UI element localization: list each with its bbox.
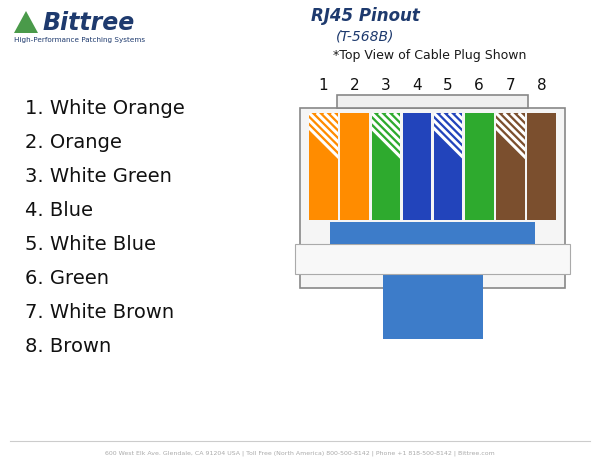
Bar [383, 275, 482, 339]
Bar [340, 114, 369, 220]
Text: 1. White Orange: 1. White Orange [25, 99, 185, 118]
Text: 2. Orange: 2. Orange [25, 133, 122, 152]
Text: 600 West Elk Ave. Glendale, CA 91204 USA | Toll Free (North America) 800-500-814: 600 West Elk Ave. Glendale, CA 91204 USA… [105, 449, 495, 455]
Bar [295, 244, 570, 275]
Bar [434, 114, 463, 220]
Bar [309, 114, 338, 220]
Text: 6: 6 [475, 78, 484, 94]
Bar [496, 114, 524, 220]
Text: Bittree: Bittree [42, 11, 134, 35]
Text: 2: 2 [350, 78, 359, 94]
Text: 5: 5 [443, 78, 453, 94]
Text: 8: 8 [536, 78, 546, 94]
Bar [309, 114, 338, 220]
Text: 3: 3 [381, 78, 391, 94]
Text: 7: 7 [506, 78, 515, 94]
Text: (T-568B): (T-568B) [336, 29, 394, 43]
Bar [434, 114, 463, 220]
Text: High-Performance Patching Systems: High-Performance Patching Systems [14, 37, 145, 43]
Text: 7. White Brown: 7. White Brown [25, 303, 174, 322]
Text: 5. White Blue: 5. White Blue [25, 235, 156, 254]
Text: 4. Blue: 4. Blue [25, 201, 93, 220]
Bar [371, 114, 400, 220]
Text: 4: 4 [412, 78, 422, 94]
Text: 6. Green: 6. Green [25, 269, 109, 288]
Text: 1: 1 [319, 78, 328, 94]
Text: 8. Brown: 8. Brown [25, 337, 111, 356]
Text: RJ45 Pinout: RJ45 Pinout [311, 7, 419, 25]
Bar [371, 114, 400, 220]
Bar [527, 114, 556, 220]
Bar [496, 114, 524, 220]
Text: *Top View of Cable Plug Shown: *Top View of Cable Plug Shown [334, 50, 527, 63]
Bar [300, 109, 565, 288]
Bar [330, 223, 535, 244]
Bar [465, 114, 494, 220]
Bar [403, 114, 431, 220]
Bar [337, 96, 528, 109]
Polygon shape [14, 12, 38, 34]
Text: 3. White Green: 3. White Green [25, 167, 172, 186]
